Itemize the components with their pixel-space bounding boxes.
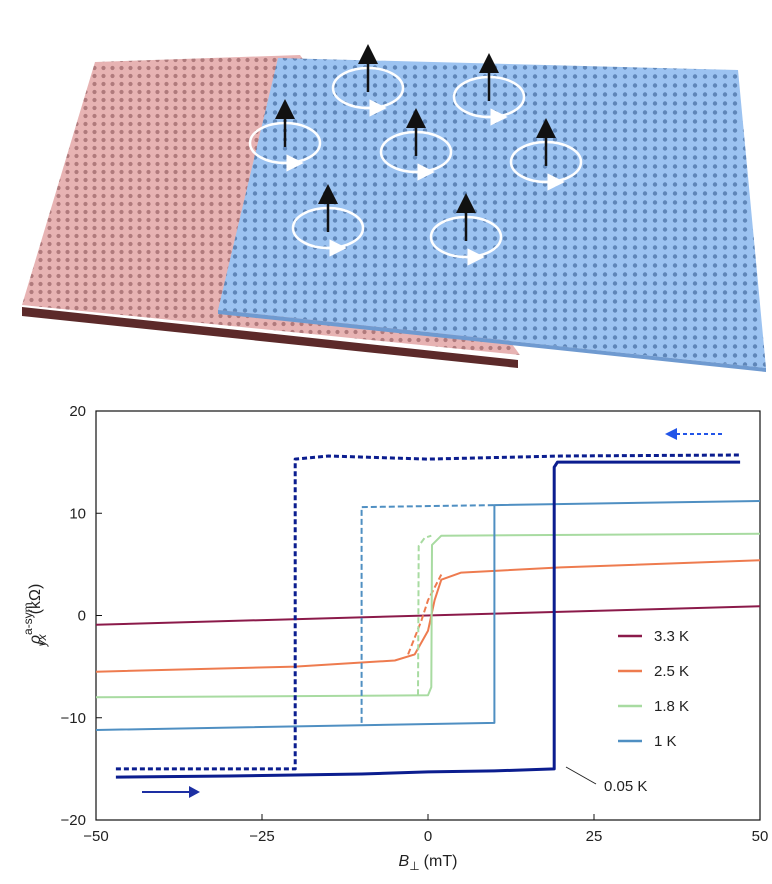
series-line-005K [115, 453, 741, 771]
spin-vortex-icon [331, 44, 405, 117]
y-tick-label: −20 [61, 812, 86, 829]
y-tick-label: 20 [69, 403, 86, 420]
y-tick-label: 0 [78, 608, 86, 625]
sweep-up-arrow-icon [142, 786, 200, 798]
legend-label: 1 K [654, 733, 677, 750]
series-line-33K [95, 605, 761, 626]
legend-label: 2.5 K [654, 663, 689, 680]
spin-vortex-icon [452, 53, 526, 126]
series-line-25K [407, 574, 443, 655]
spin-vortices [248, 44, 583, 266]
spin-vortex-icon [509, 118, 583, 191]
series-line-18K [417, 534, 432, 696]
legend: 3.3 K 2.5 K 1.8 K 1 K [618, 628, 689, 750]
series-lines [95, 453, 761, 779]
x-tick-label: 50 [752, 828, 769, 845]
x-tick-label: −25 [249, 828, 274, 845]
legend-label: 3.3 K [654, 628, 689, 645]
x-axis-ticks: −50 −25 0 25 50 [83, 814, 768, 845]
annotation-leader-line [565, 766, 597, 785]
x-axis-title: B⊥ (mT) [399, 853, 458, 873]
x-tick-label: 0 [424, 828, 432, 845]
series-line-005K [115, 460, 741, 779]
hall-resistance-chart: −50 −25 0 25 50 −20 −10 0 10 20 B⊥ (mT) ρa-symyx(… [21, 403, 768, 873]
annotation-label: 0.05 K [604, 778, 647, 795]
spin-vortex-icon [248, 99, 322, 172]
legend-label: 1.8 K [654, 698, 689, 715]
top-graphene-layer [218, 58, 766, 372]
y-axis-ticks: −20 −10 0 10 20 [61, 403, 102, 829]
sweep-down-arrow-icon [665, 428, 722, 440]
y-tick-label: −10 [61, 710, 86, 727]
twisted-bilayer-illustration [22, 44, 766, 372]
spin-vortex-icon [291, 184, 365, 257]
x-tick-label: −50 [83, 828, 108, 845]
spin-vortex-icon [379, 108, 453, 181]
y-tick-label: 10 [69, 505, 86, 522]
y-axis-title: ρa-symyx(kΩ) [21, 584, 49, 648]
spin-vortex-icon [429, 193, 503, 266]
series-line-1K [95, 500, 761, 731]
x-tick-label: 25 [586, 828, 603, 845]
